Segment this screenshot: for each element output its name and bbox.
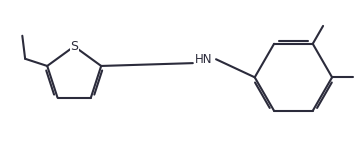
- Text: S: S: [70, 40, 79, 53]
- Text: HN: HN: [194, 53, 212, 66]
